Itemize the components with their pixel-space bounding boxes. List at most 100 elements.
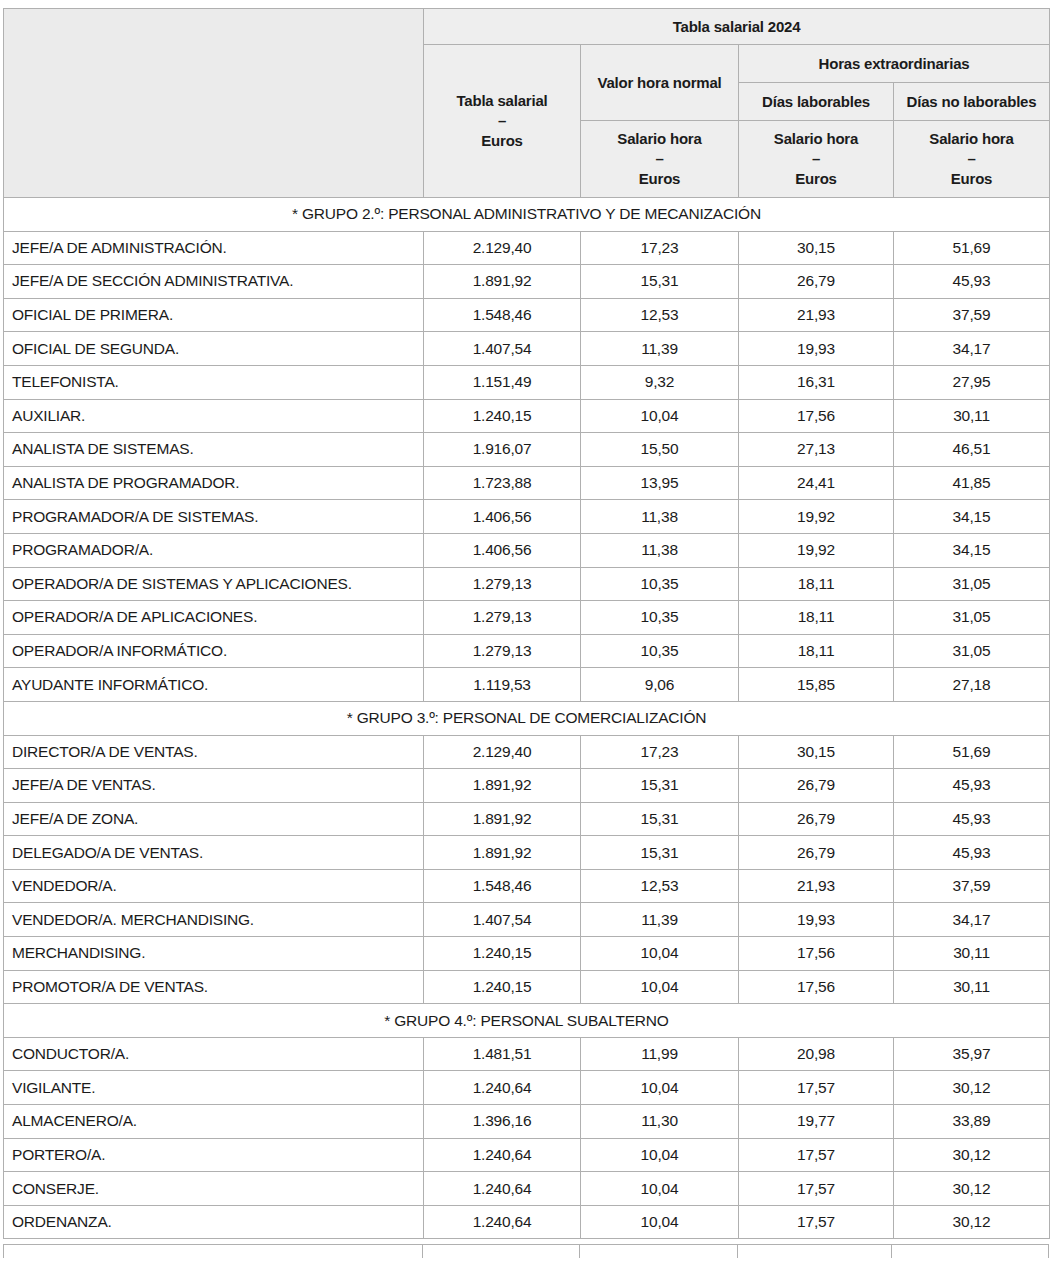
col-header-line: Salario hora — [898, 129, 1045, 149]
value-cell: 30,11 — [894, 937, 1050, 971]
value-cell: 1.406,56 — [424, 500, 581, 534]
value-cell: 37,59 — [894, 298, 1050, 332]
value-cell: 10,35 — [581, 634, 739, 668]
value-cell: 11,39 — [581, 332, 739, 366]
table-row: DELEGADO/A DE VENTAS.1.891,9215,3126,794… — [4, 836, 1050, 870]
col-header-dash: – — [585, 149, 734, 169]
category-cell: VENDEDOR/A. — [4, 869, 424, 903]
value-cell: 1.891,92 — [424, 836, 581, 870]
value-cell: 10,04 — [581, 1138, 739, 1172]
table-row: AUXILIAR.1.240,1510,0417,5630,11 — [4, 399, 1050, 433]
category-cell: ALMACENERO/A. — [4, 1105, 424, 1139]
category-cell: OPERADOR/A DE APLICACIONES. — [4, 601, 424, 635]
clipped-cell — [738, 1245, 893, 1258]
category-cell: ANALISTA DE PROGRAMADOR. — [4, 466, 424, 500]
col-header-horas-extraordinarias: Horas extraordinarias — [739, 45, 1050, 83]
value-cell: 30,11 — [894, 399, 1050, 433]
category-cell: OPERADOR/A DE SISTEMAS Y APLICACIONES. — [4, 567, 424, 601]
value-cell: 11,99 — [581, 1037, 739, 1071]
value-cell: 17,56 — [739, 937, 894, 971]
value-cell: 26,79 — [739, 265, 894, 299]
value-cell: 9,06 — [581, 668, 739, 702]
value-cell: 1.240,64 — [424, 1138, 581, 1172]
value-cell: 15,31 — [581, 769, 739, 803]
value-cell: 11,30 — [581, 1105, 739, 1139]
table-row: OPERADOR/A DE SISTEMAS Y APLICACIONES.1.… — [4, 567, 1050, 601]
table-row: OFICIAL DE SEGUNDA.1.407,5411,3919,9334,… — [4, 332, 1050, 366]
next-table-clipped-edge — [3, 1244, 1049, 1258]
value-cell: 1.119,53 — [424, 668, 581, 702]
value-cell: 15,31 — [581, 836, 739, 870]
category-cell: PROMOTOR/A DE VENTAS. — [4, 970, 424, 1004]
category-cell: JEFE/A DE VENTAS. — [4, 769, 424, 803]
value-cell: 10,04 — [581, 1172, 739, 1206]
clipped-cell — [423, 1245, 580, 1258]
value-cell: 24,41 — [739, 466, 894, 500]
group-header-row: * GRUPO 2.º: PERSONAL ADMINISTRATIVO Y D… — [4, 198, 1050, 232]
category-cell: DIRECTOR/A DE VENTAS. — [4, 735, 424, 769]
value-cell: 17,23 — [581, 735, 739, 769]
value-cell: 34,17 — [894, 903, 1050, 937]
table-row: CONSERJE.1.240,6410,0417,5730,12 — [4, 1172, 1050, 1206]
category-cell: CONDUCTOR/A. — [4, 1037, 424, 1071]
value-cell: 11,38 — [581, 500, 739, 534]
col-header-tabla-salarial: Tabla salarial – Euros — [424, 45, 581, 198]
value-cell: 41,85 — [894, 466, 1050, 500]
value-cell: 21,93 — [739, 869, 894, 903]
value-cell: 17,57 — [739, 1071, 894, 1105]
value-cell: 1.396,16 — [424, 1105, 581, 1139]
value-cell: 18,11 — [739, 567, 894, 601]
salary-table-header: Tabla salarial 2024 Tabla salarial – Eur… — [4, 9, 1050, 198]
document-page: Tabla salarial 2024 Tabla salarial – Eur… — [0, 0, 1055, 1258]
value-cell: 46,51 — [894, 433, 1050, 467]
col-header-salario-hora-normal: Salario hora – Euros — [581, 121, 739, 198]
value-cell: 10,04 — [581, 1071, 739, 1105]
group-header-row: * GRUPO 4.º: PERSONAL SUBALTERNO — [4, 1004, 1050, 1038]
value-cell: 2.129,40 — [424, 231, 581, 265]
value-cell: 35,97 — [894, 1037, 1050, 1071]
value-cell: 19,93 — [739, 332, 894, 366]
value-cell: 1.240,15 — [424, 970, 581, 1004]
table-row: DIRECTOR/A DE VENTAS.2.129,4017,2330,155… — [4, 735, 1050, 769]
value-cell: 45,93 — [894, 769, 1050, 803]
value-cell: 12,53 — [581, 298, 739, 332]
value-cell: 1.723,88 — [424, 466, 581, 500]
col-header-unit: Euros — [585, 169, 734, 189]
value-cell: 1.891,92 — [424, 265, 581, 299]
table-row: ALMACENERO/A.1.396,1611,3019,7733,89 — [4, 1105, 1050, 1139]
category-cell: PROGRAMADOR/A. — [4, 533, 424, 567]
value-cell: 1.240,15 — [424, 937, 581, 971]
table-row: OFICIAL DE PRIMERA.1.548,4612,5321,9337,… — [4, 298, 1050, 332]
value-cell: 19,77 — [739, 1105, 894, 1139]
table-row: MERCHANDISING.1.240,1510,0417,5630,11 — [4, 937, 1050, 971]
salary-table-2024: Tabla salarial 2024 Tabla salarial – Eur… — [3, 8, 1050, 1239]
table-row: PORTERO/A.1.240,6410,0417,5730,12 — [4, 1138, 1050, 1172]
group-header-row: * GRUPO 3.º: PERSONAL DE COMERCIALIZACIÓ… — [4, 701, 1050, 735]
col-header-line: Salario hora — [743, 129, 889, 149]
value-cell: 1.481,51 — [424, 1037, 581, 1071]
value-cell: 20,98 — [739, 1037, 894, 1071]
category-cell: JEFE/A DE ADMINISTRACIÓN. — [4, 231, 424, 265]
category-cell: TELEFONISTA. — [4, 365, 424, 399]
category-cell: ANALISTA DE SISTEMAS. — [4, 433, 424, 467]
value-cell: 31,05 — [894, 567, 1050, 601]
value-cell: 1.240,64 — [424, 1172, 581, 1206]
value-cell: 30,15 — [739, 735, 894, 769]
table-title: Tabla salarial 2024 — [424, 9, 1050, 45]
col-header-salario-hora-no-laborables: Salario hora – Euros — [894, 121, 1050, 198]
table-row: JEFE/A DE VENTAS.1.891,9215,3126,7945,93 — [4, 769, 1050, 803]
value-cell: 15,31 — [581, 802, 739, 836]
col-header-unit: Euros — [743, 169, 889, 189]
col-header-dias-laborables: Días laborables — [739, 83, 894, 121]
value-cell: 1.279,13 — [424, 567, 581, 601]
value-cell: 34,15 — [894, 533, 1050, 567]
corner-cell — [4, 9, 424, 198]
value-cell: 18,11 — [739, 634, 894, 668]
table-row: JEFE/A DE SECCIÓN ADMINISTRATIVA.1.891,9… — [4, 265, 1050, 299]
value-cell: 18,11 — [739, 601, 894, 635]
value-cell: 17,23 — [581, 231, 739, 265]
table-row: OPERADOR/A INFORMÁTICO.1.279,1310,3518,1… — [4, 634, 1050, 668]
value-cell: 17,56 — [739, 970, 894, 1004]
value-cell: 15,85 — [739, 668, 894, 702]
col-header-salario-hora-laborables: Salario hora – Euros — [739, 121, 894, 198]
